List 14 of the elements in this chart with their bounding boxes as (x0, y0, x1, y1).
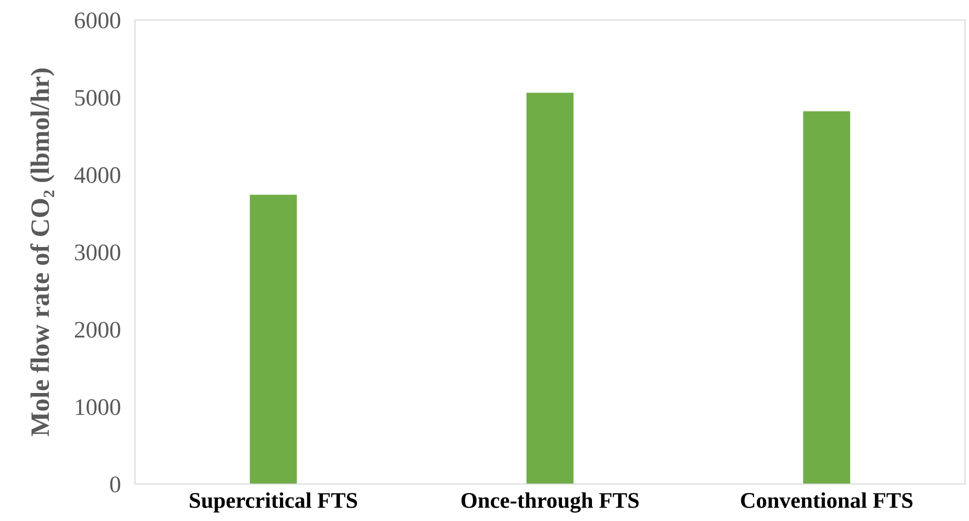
bar (803, 111, 850, 484)
x-tick-label: Once-through FTS (461, 492, 639, 513)
bar (526, 92, 574, 484)
y-tick-label: 1000 (76, 399, 120, 416)
y-tick-label: 0 (110, 476, 120, 492)
y-tick-label: 2000 (74, 322, 120, 338)
y-axis-title: Mole flow rate of CO₂ (lbmol/hr) (30, 68, 54, 436)
x-tick-label: Conventional FTS (741, 492, 912, 508)
y-tick-label: 4000 (74, 167, 120, 184)
y-tick-label: 5000 (75, 90, 120, 106)
x-tick-label: Supercritical FTS (190, 492, 358, 512)
y-tick-label: 6000 (74, 12, 120, 28)
bar (250, 194, 297, 484)
y-tick-label: 3000 (75, 244, 120, 260)
